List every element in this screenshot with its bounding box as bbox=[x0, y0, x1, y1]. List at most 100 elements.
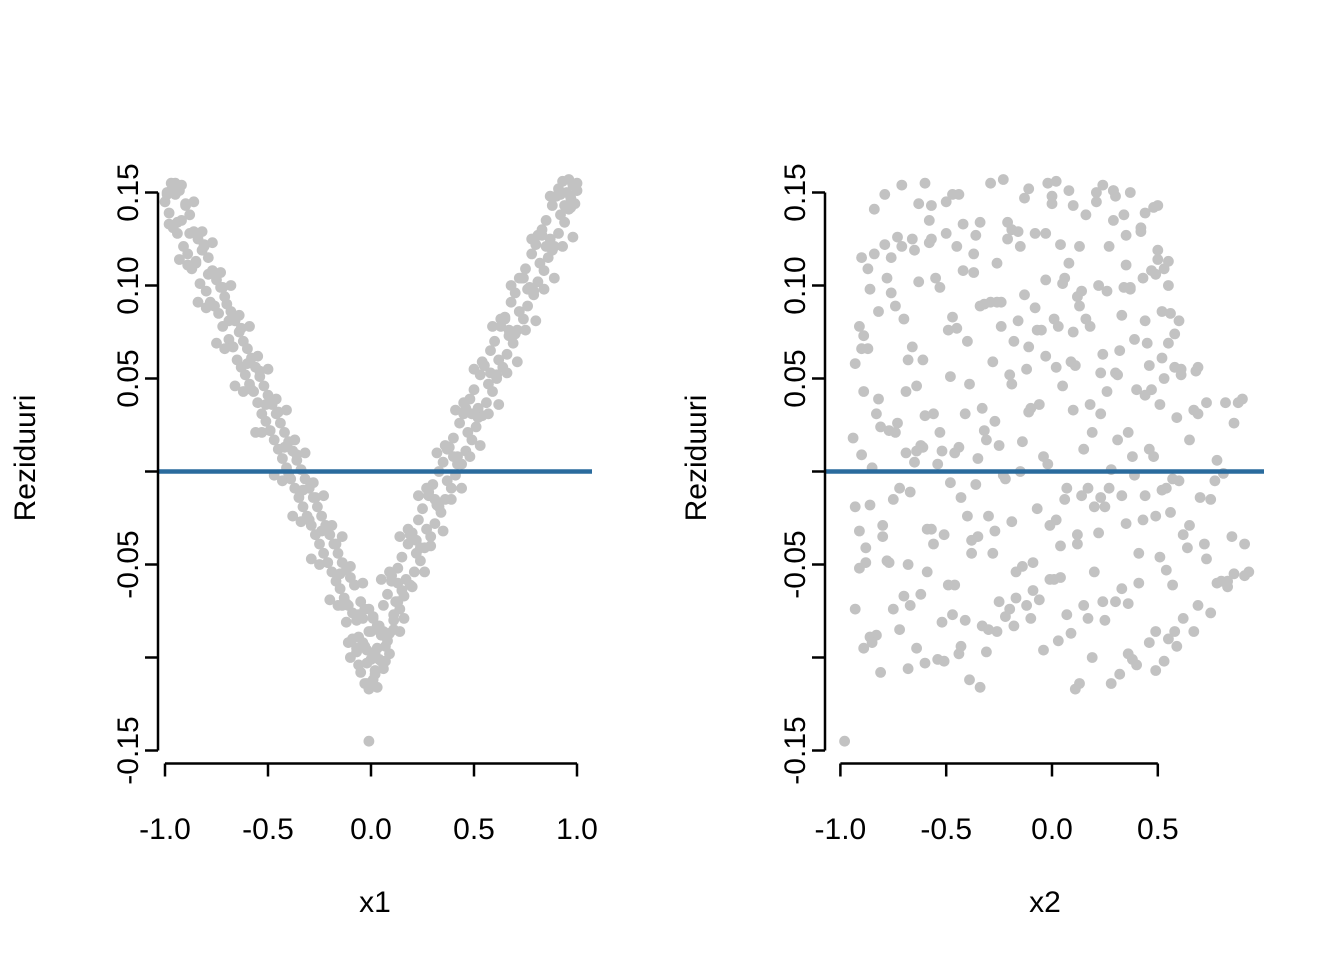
y-tick-label: -0.15 bbox=[112, 716, 145, 784]
data-point bbox=[849, 501, 861, 513]
data-point bbox=[396, 551, 408, 563]
data-point bbox=[235, 322, 247, 334]
data-point bbox=[921, 523, 933, 535]
data-point bbox=[1177, 529, 1189, 541]
data-point bbox=[1116, 583, 1128, 595]
data-point bbox=[279, 427, 290, 438]
data-point bbox=[565, 202, 577, 213]
data-point bbox=[1080, 209, 1092, 221]
data-point bbox=[256, 427, 268, 438]
data-point bbox=[233, 309, 245, 321]
data-point bbox=[499, 313, 511, 325]
data-point bbox=[1154, 551, 1166, 563]
data-point bbox=[902, 354, 914, 366]
data-point bbox=[557, 241, 568, 252]
data-point bbox=[1152, 244, 1164, 256]
data-point bbox=[1182, 542, 1193, 554]
data-point bbox=[312, 501, 323, 513]
data-point bbox=[1211, 577, 1223, 589]
data-point bbox=[1101, 386, 1113, 397]
data-point bbox=[326, 520, 338, 531]
data-point bbox=[1188, 404, 1200, 416]
data-point bbox=[291, 449, 303, 461]
data-point bbox=[1120, 259, 1132, 271]
data-point bbox=[489, 335, 500, 347]
data-point bbox=[1194, 492, 1206, 503]
data-point bbox=[1226, 531, 1238, 542]
data-point bbox=[1097, 348, 1109, 360]
data-point bbox=[237, 386, 249, 397]
data-point bbox=[367, 611, 379, 622]
data-point bbox=[877, 520, 889, 531]
data-point bbox=[225, 280, 237, 291]
data-point bbox=[1072, 538, 1083, 550]
data-point bbox=[1008, 335, 1020, 347]
data-point bbox=[1163, 280, 1174, 291]
x-tick-label: 0.0 bbox=[1031, 813, 1073, 846]
data-point bbox=[198, 239, 210, 251]
data-point bbox=[1023, 341, 1035, 353]
data-point bbox=[1137, 514, 1149, 526]
data-point bbox=[1048, 313, 1060, 325]
data-point bbox=[1133, 547, 1145, 559]
data-point bbox=[345, 561, 356, 572]
data-point bbox=[1095, 367, 1107, 379]
data-point bbox=[1156, 352, 1168, 364]
data-point bbox=[423, 486, 435, 498]
data-point bbox=[1110, 367, 1121, 379]
data-point bbox=[1165, 308, 1176, 319]
data-point bbox=[540, 215, 552, 226]
data-point bbox=[1074, 300, 1085, 312]
data-point bbox=[900, 386, 912, 397]
data-point bbox=[322, 557, 334, 568]
data-point bbox=[1050, 175, 1062, 187]
data-point bbox=[962, 335, 973, 347]
data-point bbox=[176, 179, 187, 191]
data-point bbox=[548, 272, 560, 284]
data-point bbox=[361, 657, 373, 669]
data-point bbox=[1158, 373, 1170, 384]
y-tick-label: -0.05 bbox=[779, 530, 812, 598]
data-point bbox=[974, 681, 986, 693]
data-point bbox=[858, 386, 870, 397]
data-point bbox=[324, 529, 336, 541]
data-point bbox=[987, 356, 999, 368]
data-point bbox=[951, 241, 963, 252]
data-point bbox=[1021, 600, 1032, 611]
data-point bbox=[242, 358, 253, 369]
data-point bbox=[305, 553, 317, 565]
data-point bbox=[1110, 596, 1121, 608]
data-point bbox=[445, 482, 457, 494]
data-point bbox=[1091, 196, 1102, 208]
data-point bbox=[450, 404, 461, 416]
data-point bbox=[1042, 177, 1054, 189]
data-point bbox=[192, 296, 204, 308]
data-point bbox=[915, 588, 927, 600]
data-point bbox=[932, 458, 944, 470]
data-point bbox=[555, 189, 566, 200]
data-point bbox=[1086, 427, 1098, 438]
data-point bbox=[1082, 482, 1094, 494]
data-point bbox=[1150, 510, 1162, 522]
data-point bbox=[896, 179, 908, 191]
data-point bbox=[949, 447, 961, 459]
x-axis-title-left: x1 bbox=[359, 886, 391, 919]
data-point bbox=[942, 324, 954, 336]
data-point bbox=[355, 667, 367, 678]
data-point bbox=[919, 177, 931, 189]
data-point bbox=[270, 393, 282, 405]
data-point bbox=[1050, 361, 1062, 373]
data-point bbox=[1006, 516, 1018, 528]
data-point bbox=[1167, 579, 1178, 591]
data-point bbox=[913, 198, 925, 210]
data-point bbox=[921, 566, 933, 578]
data-point bbox=[1165, 507, 1176, 518]
data-point bbox=[1010, 592, 1022, 604]
data-point bbox=[481, 397, 492, 409]
data-point bbox=[976, 402, 988, 414]
data-point bbox=[902, 663, 914, 675]
data-point bbox=[1055, 239, 1066, 251]
data-point bbox=[989, 415, 1001, 427]
data-point bbox=[983, 624, 994, 635]
data-point bbox=[468, 363, 480, 375]
